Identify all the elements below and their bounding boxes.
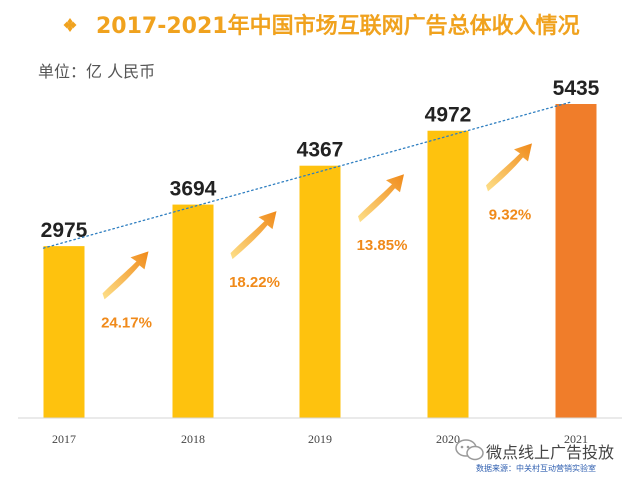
growth-label-2018: 24.17% bbox=[101, 314, 152, 331]
growth-arrow-icon bbox=[486, 143, 532, 192]
trend-line bbox=[42, 101, 572, 249]
chart-marks: 2975 2017 3694 2018 4367 2019 4972 2020 5435 2021… bbox=[41, 77, 600, 446]
value-label-2019: 4367 bbox=[297, 139, 344, 162]
x-tick-label-2018: 2018 bbox=[181, 432, 205, 446]
growth-label-2020: 13.85% bbox=[357, 237, 408, 254]
bar-2019 bbox=[299, 165, 341, 418]
growth-arrow-icon bbox=[358, 174, 404, 223]
growth-arrow-icon bbox=[230, 211, 277, 260]
chart-title: 2017-2021年中国市场互联网广告总体收入情况 bbox=[96, 13, 580, 39]
growth-arrow-icon bbox=[102, 251, 149, 300]
value-label-2017: 2975 bbox=[41, 219, 88, 242]
bar-2021 bbox=[555, 104, 597, 418]
title-bullet-icon bbox=[63, 18, 77, 32]
bar-2017 bbox=[43, 246, 85, 418]
value-label-2020: 4972 bbox=[425, 104, 472, 127]
x-tick-label-2019: 2019 bbox=[308, 432, 332, 446]
value-label-2021: 5435 bbox=[553, 77, 600, 100]
watermark: 微点线上广告投放 数据来源：中关村互动营销实验室 bbox=[455, 439, 614, 473]
watermark-text: 微点线上广告投放 bbox=[486, 443, 614, 462]
x-tick-label-2021: 2021 bbox=[564, 432, 588, 446]
x-tick-label-2020: 2020 bbox=[436, 432, 460, 446]
x-tick-label-2017: 2017 bbox=[52, 432, 76, 446]
source-note: 数据来源：中关村互动营销实验室 bbox=[476, 463, 596, 473]
value-label-2018: 3694 bbox=[170, 178, 217, 201]
bar-2018 bbox=[172, 204, 214, 418]
growth-label-2021: 9.32% bbox=[489, 206, 532, 223]
unit-label: 单位：亿 人民币 bbox=[38, 62, 155, 81]
bar-2020 bbox=[427, 130, 469, 419]
chat-bubble-icon bbox=[455, 439, 484, 461]
growth-label-2019: 18.22% bbox=[229, 274, 280, 291]
